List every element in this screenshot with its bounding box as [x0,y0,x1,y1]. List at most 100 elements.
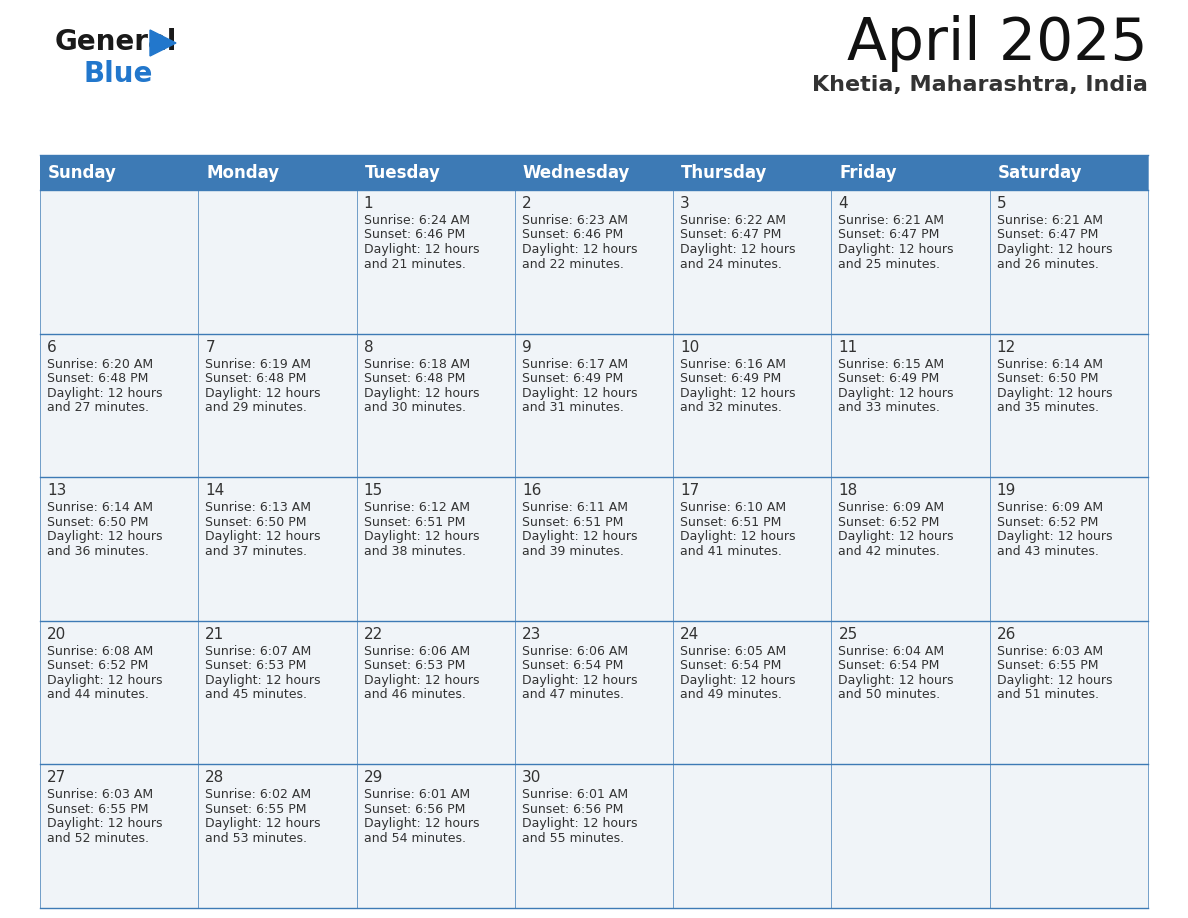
Text: and 30 minutes.: and 30 minutes. [364,401,466,414]
Text: Sunset: 6:52 PM: Sunset: 6:52 PM [997,516,1098,529]
Text: Daylight: 12 hours: Daylight: 12 hours [364,243,479,256]
Text: Daylight: 12 hours: Daylight: 12 hours [681,243,796,256]
Bar [356,765,514,908]
Bar [832,477,990,621]
Bar [198,621,356,765]
Text: April 2025: April 2025 [847,15,1148,72]
Text: and 54 minutes.: and 54 minutes. [364,832,466,845]
Text: Daylight: 12 hours: Daylight: 12 hours [364,817,479,831]
Text: Tuesday: Tuesday [365,163,441,182]
Bar [990,477,1148,621]
Text: Sunday: Sunday [48,163,116,182]
Text: Sunrise: 6:04 AM: Sunrise: 6:04 AM [839,644,944,658]
Bar [674,333,832,477]
Text: Sunset: 6:49 PM: Sunset: 6:49 PM [681,372,782,385]
Text: 22: 22 [364,627,383,642]
Text: 19: 19 [997,483,1016,498]
Bar [990,765,1148,908]
Text: Sunrise: 6:23 AM: Sunrise: 6:23 AM [522,214,627,227]
Bar [832,190,990,333]
Text: and 31 minutes.: and 31 minutes. [522,401,624,414]
Bar [832,765,990,908]
Text: and 27 minutes.: and 27 minutes. [48,401,148,414]
Text: Daylight: 12 hours: Daylight: 12 hours [48,386,163,399]
Text: Sunset: 6:52 PM: Sunset: 6:52 PM [839,516,940,529]
Text: Sunset: 6:54 PM: Sunset: 6:54 PM [839,659,940,672]
Text: Daylight: 12 hours: Daylight: 12 hours [364,531,479,543]
Text: Sunrise: 6:11 AM: Sunrise: 6:11 AM [522,501,627,514]
Bar [40,333,198,477]
Bar [40,190,198,333]
Text: 18: 18 [839,483,858,498]
Text: 28: 28 [206,770,225,786]
Text: Sunset: 6:52 PM: Sunset: 6:52 PM [48,659,148,672]
Bar [198,477,356,621]
Text: Daylight: 12 hours: Daylight: 12 hours [206,531,321,543]
Text: and 52 minutes.: and 52 minutes. [48,832,148,845]
Text: Sunrise: 6:19 AM: Sunrise: 6:19 AM [206,358,311,371]
Text: Sunrise: 6:06 AM: Sunrise: 6:06 AM [522,644,628,658]
Text: 1: 1 [364,196,373,211]
Text: Daylight: 12 hours: Daylight: 12 hours [997,674,1112,687]
Text: Sunrise: 6:10 AM: Sunrise: 6:10 AM [681,501,786,514]
Text: Sunrise: 6:03 AM: Sunrise: 6:03 AM [997,644,1102,658]
Text: Sunset: 6:53 PM: Sunset: 6:53 PM [364,659,465,672]
Bar [356,333,514,477]
Bar [674,621,832,765]
Text: and 45 minutes.: and 45 minutes. [206,688,308,701]
Bar [674,477,832,621]
Text: and 51 minutes.: and 51 minutes. [997,688,1099,701]
Text: Daylight: 12 hours: Daylight: 12 hours [206,386,321,399]
Text: Daylight: 12 hours: Daylight: 12 hours [681,386,796,399]
Text: Sunset: 6:47 PM: Sunset: 6:47 PM [839,229,940,241]
Text: and 21 minutes.: and 21 minutes. [364,258,466,271]
Text: Sunrise: 6:01 AM: Sunrise: 6:01 AM [522,789,628,801]
Bar [514,765,674,908]
Text: Sunrise: 6:24 AM: Sunrise: 6:24 AM [364,214,469,227]
Text: Daylight: 12 hours: Daylight: 12 hours [48,674,163,687]
Bar [356,190,514,333]
Text: Daylight: 12 hours: Daylight: 12 hours [48,817,163,831]
Text: Daylight: 12 hours: Daylight: 12 hours [681,531,796,543]
Text: Daylight: 12 hours: Daylight: 12 hours [681,674,796,687]
Text: Friday: Friday [840,163,897,182]
Text: Daylight: 12 hours: Daylight: 12 hours [48,531,163,543]
Text: 11: 11 [839,340,858,354]
Text: and 35 minutes.: and 35 minutes. [997,401,1099,414]
Text: 26: 26 [997,627,1016,642]
Text: and 41 minutes.: and 41 minutes. [681,544,782,558]
Text: and 36 minutes.: and 36 minutes. [48,544,148,558]
Text: Sunset: 6:51 PM: Sunset: 6:51 PM [522,516,624,529]
Text: and 32 minutes.: and 32 minutes. [681,401,782,414]
Text: Sunset: 6:50 PM: Sunset: 6:50 PM [997,372,1098,385]
Text: and 22 minutes.: and 22 minutes. [522,258,624,271]
Text: 7: 7 [206,340,215,354]
Text: Daylight: 12 hours: Daylight: 12 hours [364,386,479,399]
Bar [514,190,674,333]
Text: Sunset: 6:49 PM: Sunset: 6:49 PM [839,372,940,385]
Text: Sunset: 6:48 PM: Sunset: 6:48 PM [48,372,148,385]
Text: and 55 minutes.: and 55 minutes. [522,832,624,845]
Text: 15: 15 [364,483,383,498]
Text: Daylight: 12 hours: Daylight: 12 hours [522,674,637,687]
Bar [356,477,514,621]
Text: 25: 25 [839,627,858,642]
Text: Sunset: 6:56 PM: Sunset: 6:56 PM [522,803,624,816]
Text: and 53 minutes.: and 53 minutes. [206,832,308,845]
Text: Daylight: 12 hours: Daylight: 12 hours [997,243,1112,256]
Bar [832,621,990,765]
Text: and 25 minutes.: and 25 minutes. [839,258,941,271]
Text: Daylight: 12 hours: Daylight: 12 hours [839,674,954,687]
Text: Sunrise: 6:21 AM: Sunrise: 6:21 AM [997,214,1102,227]
Text: Sunset: 6:54 PM: Sunset: 6:54 PM [681,659,782,672]
Text: 21: 21 [206,627,225,642]
Text: Sunset: 6:53 PM: Sunset: 6:53 PM [206,659,307,672]
Text: Sunrise: 6:15 AM: Sunrise: 6:15 AM [839,358,944,371]
Text: Sunset: 6:46 PM: Sunset: 6:46 PM [522,229,624,241]
Text: and 24 minutes.: and 24 minutes. [681,258,782,271]
Text: Sunrise: 6:13 AM: Sunrise: 6:13 AM [206,501,311,514]
Text: Sunrise: 6:08 AM: Sunrise: 6:08 AM [48,644,153,658]
Text: and 42 minutes.: and 42 minutes. [839,544,941,558]
Text: 10: 10 [681,340,700,354]
Bar [40,621,198,765]
